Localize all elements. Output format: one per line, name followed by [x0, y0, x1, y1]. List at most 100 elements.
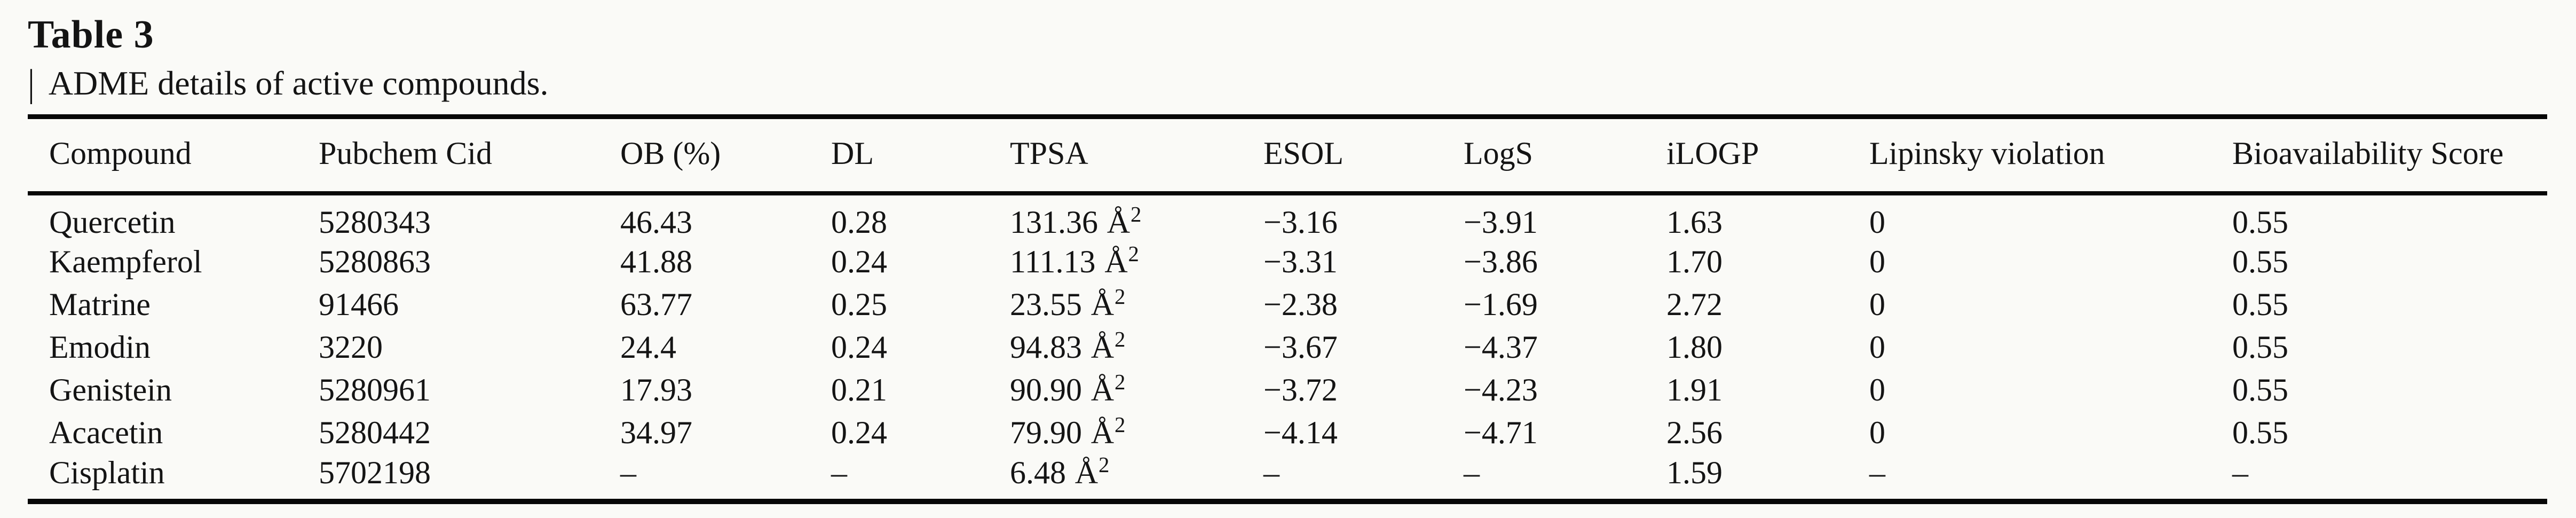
cell-bioavailability-score: 0.55 — [2232, 287, 2288, 323]
cell-ilogp: 1.80 — [1666, 329, 1722, 365]
tpsa-unit: Å — [1091, 329, 1115, 365]
cell-lipinsky-violation: 0 — [1869, 287, 1885, 323]
table-row: Cisplatin 5702198 – – 6.48 Å2 – – 1.59 – … — [28, 454, 2547, 501]
tpsa-exponent: 2 — [1098, 452, 1110, 477]
cell-dl: 0.25 — [831, 287, 887, 323]
cell-pubchem-cid: 5280961 — [319, 372, 431, 408]
cell-pubchem-cid: 5280863 — [319, 244, 431, 280]
tpsa-exponent: 2 — [1114, 327, 1126, 352]
cell-bioavailability-score: 0.55 — [2232, 372, 2288, 408]
cell-pubchem-cid: 5280343 — [319, 204, 431, 240]
cell-lipinsky-violation: 0 — [1869, 204, 1885, 240]
column-header-ob: OB (%) — [620, 135, 721, 171]
cell-esol: −3.16 — [1263, 204, 1338, 240]
cell-compound: Genistein — [49, 372, 172, 408]
header-row: Compound Pubchem Cid OB (%) DL TPSA ESOL… — [28, 116, 2547, 193]
column-header-compound: Compound — [49, 135, 192, 171]
column-header-dl: DL — [831, 135, 874, 171]
table-row: Matrine 91466 63.77 0.25 23.55 Å2 −2.38 −… — [28, 284, 2547, 326]
tpsa-unit: Å — [1104, 244, 1128, 280]
cell-compound: Acacetin — [49, 415, 163, 451]
cell-dl: 0.21 — [831, 372, 887, 408]
table-row: Kaempferol 5280863 41.88 0.24 111.13 Å2 −… — [28, 241, 2547, 284]
cell-ilogp: 1.59 — [1666, 454, 1722, 490]
tpsa-exponent: 2 — [1114, 413, 1126, 437]
column-header-esol: ESOL — [1263, 135, 1344, 171]
cell-esol: −3.31 — [1263, 244, 1338, 280]
tpsa-unit: Å — [1107, 204, 1131, 240]
tpsa-exponent: 2 — [1130, 202, 1142, 226]
cell-ob: 41.88 — [620, 244, 692, 280]
paper-table-figure: Table 3 | ADME details of active compoun… — [28, 13, 2547, 504]
cell-dl: 0.24 — [831, 415, 887, 451]
tpsa-exponent: 2 — [1114, 285, 1126, 309]
tpsa-value: 90.90 — [1010, 372, 1082, 408]
cell-pubchem-cid: 3220 — [319, 329, 383, 365]
cell-dl: – — [831, 454, 847, 490]
cell-bioavailability-score: 0.55 — [2232, 329, 2288, 365]
tpsa-value: 6.48 — [1010, 454, 1066, 490]
cell-tpsa: 6.48 Å2 — [1010, 454, 1263, 501]
tpsa-value: 23.55 — [1010, 287, 1082, 323]
cell-ilogp: 1.63 — [1666, 204, 1722, 240]
cell-esol: −3.72 — [1263, 372, 1338, 408]
cell-ob: – — [620, 454, 636, 490]
cell-ob: 63.77 — [620, 287, 692, 323]
cell-compound: Quercetin — [49, 204, 176, 240]
tpsa-exponent: 2 — [1114, 370, 1126, 395]
cell-logs: −1.69 — [1464, 287, 1538, 323]
cell-esol: −3.67 — [1263, 329, 1338, 365]
table-title: Table 3 — [28, 13, 154, 57]
cell-dl: 0.28 — [831, 204, 887, 240]
table-row: Quercetin 5280343 46.43 0.28 131.36 Å2 −3… — [28, 193, 2547, 241]
cell-logs: −4.71 — [1464, 415, 1538, 451]
cell-bioavailability-score: 0.55 — [2232, 204, 2288, 240]
cell-ilogp: 2.56 — [1666, 415, 1722, 451]
cell-lipinsky-violation: 0 — [1869, 415, 1885, 451]
cell-compound: Cisplatin — [49, 454, 165, 490]
cell-dl: 0.24 — [831, 329, 887, 365]
column-header-pubchem-cid: Pubchem Cid — [319, 135, 492, 171]
table-caption-text: ADME details of active compounds. — [48, 64, 549, 102]
tpsa-value: 111.13 — [1010, 244, 1096, 280]
caption-bar: | — [28, 61, 35, 105]
tpsa-unit: Å — [1091, 287, 1115, 323]
cell-pubchem-cid: 5702198 — [319, 454, 431, 490]
column-header-bioavailability-score: Bioavailability Score — [2232, 135, 2504, 171]
cell-pubchem-cid: 5280442 — [319, 415, 431, 451]
cell-tpsa: 131.36 Å2 — [1010, 193, 1263, 241]
cell-esol: −4.14 — [1263, 415, 1338, 451]
adme-table: Compound Pubchem Cid OB (%) DL TPSA ESOL… — [28, 114, 2547, 504]
cell-esol: −2.38 — [1263, 287, 1338, 323]
column-header-lipinsky-violation: Lipinsky violation — [1869, 135, 2105, 171]
cell-ilogp: 1.91 — [1666, 372, 1722, 408]
cell-tpsa: 111.13 Å2 — [1010, 241, 1263, 284]
column-header-logs: LogS — [1464, 135, 1534, 171]
cell-dl: 0.24 — [831, 244, 887, 280]
table-row: Acacetin 5280442 34.97 0.24 79.90 Å2 −4.1… — [28, 412, 2547, 454]
cell-lipinsky-violation: – — [1869, 454, 1885, 490]
column-header-tpsa: TPSA — [1010, 135, 1088, 171]
cell-ob: 17.93 — [620, 372, 692, 408]
tpsa-unit: Å — [1091, 415, 1115, 451]
cell-logs: −4.23 — [1464, 372, 1538, 408]
cell-logs: – — [1464, 454, 1480, 490]
cell-ilogp: 1.70 — [1666, 244, 1722, 280]
tpsa-value: 94.83 — [1010, 329, 1082, 365]
column-header-ilogp: iLOGP — [1666, 135, 1759, 171]
cell-bioavailability-score: 0.55 — [2232, 415, 2288, 451]
cell-compound: Matrine — [49, 287, 151, 323]
tpsa-unit: Å — [1074, 454, 1099, 490]
table-row: Genistein 5280961 17.93 0.21 90.90 Å2 −3.… — [28, 369, 2547, 412]
tpsa-value: 79.90 — [1010, 415, 1082, 451]
cell-ob: 24.4 — [620, 329, 676, 365]
cell-ilogp: 2.72 — [1666, 287, 1722, 323]
cell-logs: −3.86 — [1464, 244, 1538, 280]
cell-lipinsky-violation: 0 — [1869, 244, 1885, 280]
cell-bioavailability-score: 0.55 — [2232, 244, 2288, 280]
cell-lipinsky-violation: 0 — [1869, 329, 1885, 365]
cell-lipinsky-violation: 0 — [1869, 372, 1885, 408]
cell-tpsa: 90.90 Å2 — [1010, 369, 1263, 412]
cell-tpsa: 94.83 Å2 — [1010, 326, 1263, 369]
cell-logs: −4.37 — [1464, 329, 1538, 365]
